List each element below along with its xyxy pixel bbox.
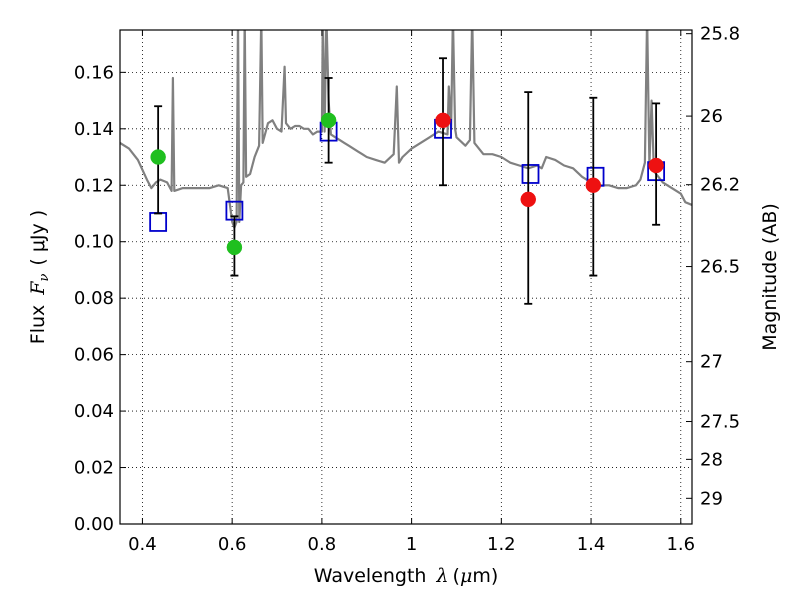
y2-tick-label: 27.5: [700, 412, 740, 433]
data-point-marker: [226, 239, 243, 256]
y-tick-label: 0.16: [74, 62, 114, 83]
model-square-marker: [521, 164, 540, 184]
data-point-marker: [648, 157, 664, 174]
data-point-marker: [585, 177, 602, 194]
data-point-marker: [435, 112, 451, 129]
y2-tick-label: 29: [700, 488, 723, 509]
x-tick-label: 0.6: [218, 534, 247, 555]
y-axis-label: FluxFν( μJy ): [27, 210, 52, 344]
x-tick-label: 1.2: [487, 534, 516, 555]
x-tick-label: 0.8: [308, 534, 337, 555]
y2-tick-label: 27: [700, 352, 723, 373]
y2-axis-label: Magnitude (AB): [759, 203, 781, 351]
y-tick-label: 0.02: [74, 458, 114, 479]
data-layer: [120, 30, 692, 305]
y-tick-label: 0.08: [74, 288, 114, 309]
plot-frame: [119, 29, 693, 525]
y2-tick-label: 26: [700, 106, 723, 127]
data-point-marker: [320, 112, 337, 129]
x-axis-label: Wavelength λ (μm): [314, 565, 498, 587]
y-tick-label: 0.04: [74, 401, 114, 422]
y-tick-label: 0.12: [74, 175, 114, 196]
y-tick-label: 0.14: [74, 119, 114, 140]
x-tick-label: 1: [406, 534, 417, 555]
plot-area: [120, 30, 692, 524]
y-tick-label: 0.06: [74, 345, 114, 366]
y-tick-label: 0.10: [74, 232, 114, 253]
x-tick-label: 1.6: [666, 534, 695, 555]
axis-ticks: 0.4 0.6 0.8 1 1.2 1.4 1.6 0.00 0.02 0.04 0.06 0.08 0…: [74, 24, 740, 555]
data-point-marker: [150, 149, 166, 165]
x-tick-label: 1.4: [577, 534, 606, 555]
data-point-marker: [520, 191, 537, 208]
y2-tick-label: 26.2: [700, 175, 740, 196]
y2-tick-label: 28: [700, 449, 723, 470]
x-tick-label: 0.4: [128, 534, 157, 555]
y-tick-label: 0.00: [74, 514, 114, 535]
y2-tick-label: 26.5: [700, 257, 740, 278]
y2-tick-label: 25.8: [700, 24, 740, 45]
